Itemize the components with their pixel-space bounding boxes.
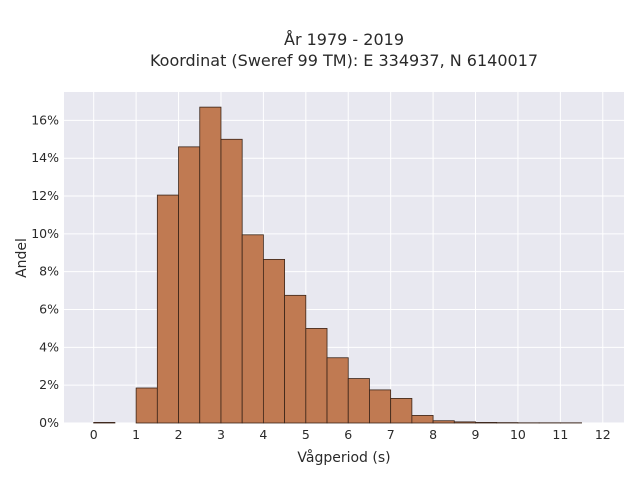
- y-tick-label: 10%: [31, 226, 59, 241]
- x-axis-label: Vågperiod (s): [297, 449, 390, 466]
- y-tick-label: 8%: [39, 264, 59, 279]
- x-tick-label: 2: [175, 427, 183, 442]
- histogram-bar: [369, 389, 392, 424]
- x-tick-labels: 0 1 2 3 4 5 6 7 8 9 10 11 12: [90, 427, 611, 442]
- x-tick-label: 8: [429, 427, 437, 442]
- histogram-bar: [390, 398, 413, 424]
- histogram-bar: [347, 378, 370, 424]
- y-tick-label: 12%: [31, 188, 59, 203]
- chart-title-line-2: Koordinat (Sweref 99 TM): E 334937, N 61…: [150, 51, 538, 70]
- histogram-bar: [326, 357, 349, 424]
- histogram-bar: [284, 294, 307, 424]
- x-tick-label: 6: [344, 427, 352, 442]
- y-tick-label: 0%: [39, 415, 59, 430]
- bars: [93, 106, 582, 424]
- histogram-bar: [156, 194, 179, 424]
- histogram-bar: [475, 422, 498, 424]
- histogram-bar: [411, 415, 434, 424]
- chart-title-line-1: År 1979 - 2019: [284, 30, 404, 49]
- x-tick-label: 1: [132, 427, 140, 442]
- y-tick-labels: 0% 2% 4% 6% 8% 10% 12% 14% 16%: [31, 112, 59, 430]
- histogram-bar: [178, 146, 201, 424]
- histogram-bar: [262, 258, 286, 424]
- histogram-bar: [241, 234, 264, 424]
- x-tick-label: 9: [472, 427, 480, 442]
- x-tick-label: 5: [302, 427, 310, 442]
- histogram-bar: [220, 138, 243, 424]
- x-tick-label: 4: [259, 427, 267, 442]
- y-tick-label: 4%: [39, 339, 59, 354]
- y-tick-label: 14%: [31, 150, 59, 165]
- x-tick-label: 3: [217, 427, 225, 442]
- x-tick-label: 11: [552, 427, 568, 442]
- histogram-bar: [135, 387, 158, 424]
- y-tick-label: 6%: [39, 302, 59, 317]
- y-tick-label: 2%: [39, 377, 59, 392]
- histogram-bar: [199, 106, 222, 424]
- x-tick-label: 7: [387, 427, 395, 442]
- x-tick-label: 12: [595, 427, 611, 442]
- histogram-bar: [305, 328, 328, 424]
- histogram-bar: [432, 420, 455, 424]
- y-axis-label: Andel: [14, 238, 30, 278]
- x-tick-label: 0: [90, 427, 98, 442]
- histogram-bar: [93, 422, 116, 424]
- x-tick-label: 10: [510, 427, 526, 442]
- histogram-bar: [453, 421, 476, 424]
- y-tick-label: 16%: [31, 112, 59, 127]
